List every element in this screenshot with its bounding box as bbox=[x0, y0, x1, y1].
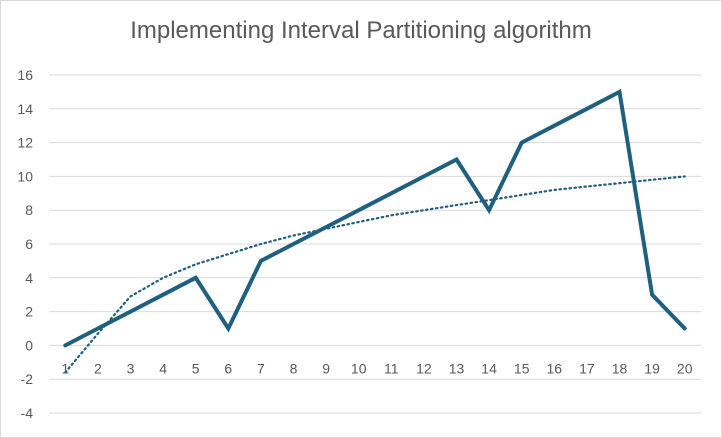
y-tick-label: 2 bbox=[25, 304, 33, 320]
y-tick-label: 14 bbox=[17, 101, 33, 117]
y-tick-label: 6 bbox=[25, 236, 33, 252]
x-tick-label: 16 bbox=[547, 360, 563, 376]
trendline bbox=[64, 175, 686, 374]
y-tick-label: 16 bbox=[17, 67, 33, 83]
y-tick-label: -4 bbox=[21, 405, 34, 421]
x-tick-label: 20 bbox=[677, 360, 693, 376]
x-tick-label: 13 bbox=[449, 360, 465, 376]
x-tick-label: 18 bbox=[612, 360, 628, 376]
x-tick-label: 9 bbox=[322, 360, 330, 376]
y-tick-label: 8 bbox=[25, 202, 33, 218]
x-tick-label: 15 bbox=[514, 360, 530, 376]
x-tick-label: 14 bbox=[481, 360, 497, 376]
y-tick-label: -2 bbox=[21, 371, 34, 387]
x-tick-label: 5 bbox=[192, 360, 200, 376]
series-line-1 bbox=[63, 88, 687, 348]
x-tick-label: 3 bbox=[127, 360, 135, 376]
x-tick-label: 8 bbox=[290, 360, 298, 376]
x-axis-tick-labels: 1 2 3 4 5 6 7 8 9 10 11 12 13 14 15 16 17 18 19 20 bbox=[61, 360, 692, 376]
x-tick-label: 7 bbox=[257, 360, 265, 376]
series-layer bbox=[63, 88, 687, 348]
x-tick-label: 1 bbox=[61, 360, 69, 376]
y-tick-label: 0 bbox=[25, 337, 33, 353]
x-tick-label: 10 bbox=[351, 360, 367, 376]
x-tick-label: 19 bbox=[644, 360, 660, 376]
y-tick-label: 12 bbox=[17, 135, 33, 151]
chart-title: Implementing Interval Partitioning algor… bbox=[130, 17, 592, 44]
gridlines bbox=[49, 74, 701, 414]
y-axis-tick-labels: -4 -2 0 2 4 6 8 10 12 14 16 bbox=[17, 67, 33, 421]
x-tick-label: 17 bbox=[579, 360, 595, 376]
trendline-layer bbox=[64, 175, 686, 374]
x-tick-label: 4 bbox=[159, 360, 167, 376]
x-tick-label: 11 bbox=[384, 360, 399, 376]
x-tick-label: 12 bbox=[416, 360, 432, 376]
x-tick-label: 6 bbox=[224, 360, 232, 376]
y-tick-label: 10 bbox=[17, 168, 33, 184]
y-tick-label: 4 bbox=[25, 270, 33, 286]
x-tick-label: 2 bbox=[94, 360, 102, 376]
